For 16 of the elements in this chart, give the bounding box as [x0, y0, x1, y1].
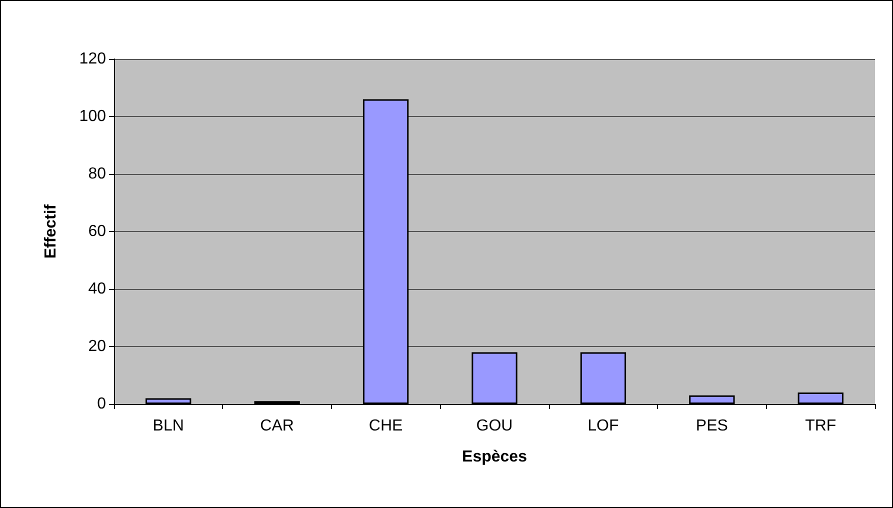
x-tick-label: BLN [152, 418, 184, 434]
x-tick-label: LOF [588, 418, 619, 434]
x-tick-label: CHE [368, 418, 403, 434]
x-tick-label: CAR [260, 418, 294, 434]
y-tick-label: 20 [88, 338, 106, 355]
y-tick-label: 100 [79, 108, 106, 125]
x-axis-title: Espèces [462, 448, 528, 466]
x-tick-label: TRF [805, 418, 836, 434]
y-tick-label: 0 [97, 396, 106, 412]
y-tick-label: 40 [88, 280, 106, 298]
y-tick-label: 80 [88, 166, 106, 182]
y-tick-label: 60 [88, 223, 106, 240]
x-tick-label: PES [696, 418, 728, 434]
y-tick-label: 120 [79, 50, 106, 68]
y-axis-title: Effectif [42, 204, 60, 259]
x-tick-label: GOU [476, 418, 513, 434]
